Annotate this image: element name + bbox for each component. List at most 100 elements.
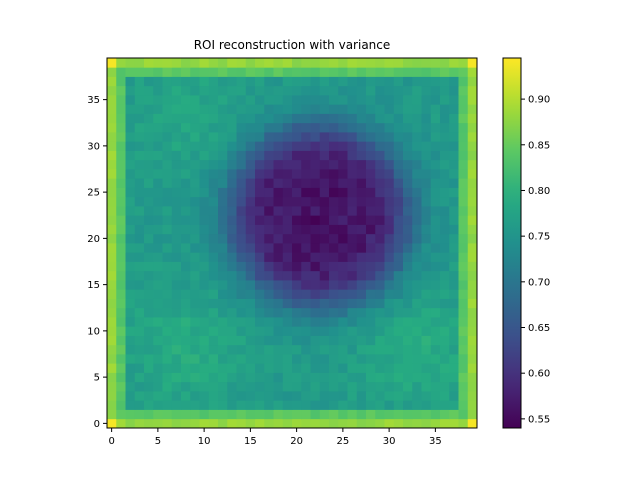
heatmap-cell xyxy=(134,233,145,244)
heatmap-cell xyxy=(384,178,395,188)
heatmap-cell xyxy=(162,95,173,105)
heatmap-cell xyxy=(208,159,219,170)
heatmap-cell xyxy=(467,372,478,383)
heatmap-cell xyxy=(430,372,441,383)
heatmap-cell xyxy=(430,298,441,309)
heatmap-cell xyxy=(208,141,219,151)
heatmap-cell xyxy=(171,67,182,77)
heatmap-cell xyxy=(199,280,210,290)
heatmap-cell xyxy=(153,206,163,216)
heatmap-cell xyxy=(393,95,404,105)
heatmap-cell xyxy=(356,95,367,105)
heatmap-cell xyxy=(264,233,274,244)
heatmap-cell xyxy=(421,252,432,262)
heatmap-cell xyxy=(181,344,191,355)
heatmap-cell xyxy=(171,270,182,281)
heatmap-cell xyxy=(116,307,126,318)
heatmap-cell xyxy=(375,141,385,151)
heatmap-cell xyxy=(458,307,469,318)
heatmap-cell xyxy=(273,76,284,87)
heatmap-cell xyxy=(440,187,450,198)
heatmap-cell xyxy=(292,335,302,346)
heatmap-cell xyxy=(107,344,117,355)
heatmap-cell xyxy=(319,95,330,105)
heatmap-cell xyxy=(107,391,117,401)
heatmap-cell xyxy=(393,344,404,355)
heatmap-cell xyxy=(144,354,154,364)
heatmap-cell xyxy=(384,317,395,327)
heatmap-cell xyxy=(181,85,191,96)
heatmap-cell xyxy=(440,243,450,253)
x-tick-label: 25 xyxy=(337,436,350,447)
heatmap-cell xyxy=(393,280,404,290)
heatmap-cell xyxy=(430,409,441,420)
heatmap-cell xyxy=(273,326,284,336)
heatmap-cell xyxy=(319,298,330,309)
heatmap-cell xyxy=(421,95,432,105)
heatmap-cell xyxy=(421,122,432,133)
heatmap-cell xyxy=(430,95,441,105)
heatmap-cell xyxy=(153,169,163,179)
heatmap-cell xyxy=(273,233,284,244)
heatmap-cell xyxy=(310,141,321,151)
heatmap-cell xyxy=(282,363,293,373)
heatmap-cell xyxy=(190,270,200,281)
heatmap-cell xyxy=(375,206,385,216)
heatmap-cell xyxy=(421,307,432,318)
heatmap-cell xyxy=(227,141,237,151)
heatmap-cell xyxy=(375,326,385,336)
heatmap-cell xyxy=(236,409,247,420)
heatmap-cell xyxy=(199,233,210,244)
heatmap-cell xyxy=(310,418,321,429)
heatmap-cell xyxy=(403,141,413,151)
heatmap-cell xyxy=(412,372,422,383)
heatmap-cell xyxy=(208,58,219,68)
heatmap-cell xyxy=(273,289,284,299)
heatmap-cell xyxy=(393,132,404,142)
heatmap-cell xyxy=(245,132,256,142)
heatmap-cell xyxy=(264,243,274,253)
heatmap-cell xyxy=(264,307,274,318)
heatmap-cell xyxy=(255,418,265,429)
heatmap-cell xyxy=(449,280,459,290)
heatmap-cell xyxy=(310,381,321,392)
heatmap-cell xyxy=(292,409,302,420)
heatmap-cell xyxy=(190,215,200,225)
heatmap-cell xyxy=(116,85,126,96)
heatmap-cell xyxy=(144,363,154,373)
heatmap-cell xyxy=(375,307,385,318)
heatmap-cell xyxy=(310,187,321,198)
heatmap-cell xyxy=(319,215,330,225)
heatmap-cell xyxy=(421,317,432,327)
heatmap-cell xyxy=(384,196,395,207)
heatmap-cell xyxy=(171,169,182,179)
heatmap-cell xyxy=(171,335,182,346)
heatmap-cell xyxy=(227,58,237,68)
heatmap-cell xyxy=(282,215,293,225)
heatmap-cell xyxy=(403,409,413,420)
heatmap-cell xyxy=(310,391,321,401)
heatmap-cell xyxy=(218,400,228,410)
heatmap-cell xyxy=(107,187,117,198)
heatmap-cell xyxy=(440,132,450,142)
heatmap-cell xyxy=(144,141,154,151)
heatmap-cell xyxy=(319,409,330,420)
heatmap-cell xyxy=(375,76,385,87)
heatmap-cell xyxy=(236,67,247,77)
heatmap-cell xyxy=(162,261,173,272)
heatmap-cell xyxy=(412,243,422,253)
heatmap-cell xyxy=(430,400,441,410)
heatmap-cell xyxy=(292,243,302,253)
colorbar-tick-label: 0.60 xyxy=(528,369,550,380)
heatmap-cell xyxy=(125,122,136,133)
heatmap-cell xyxy=(301,196,311,207)
heatmap-cell xyxy=(393,391,404,401)
heatmap-cell xyxy=(393,113,404,124)
heatmap-cell xyxy=(301,104,311,114)
heatmap-cell xyxy=(347,95,358,105)
heatmap-cell xyxy=(393,169,404,179)
heatmap-cell xyxy=(107,307,117,318)
heatmap-cell xyxy=(319,243,330,253)
chart-title: ROI reconstruction with variance xyxy=(194,38,391,52)
heatmap-cell xyxy=(319,344,330,355)
